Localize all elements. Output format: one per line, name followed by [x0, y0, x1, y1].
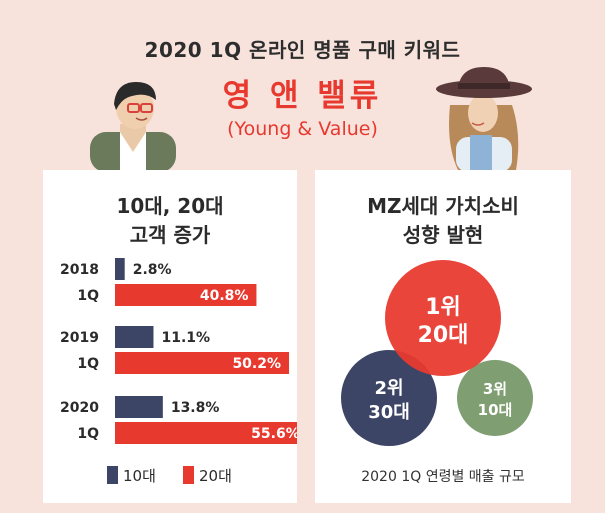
legend-label: 20대: [199, 467, 232, 485]
bubble-chart-caption: 2020 1Q 연령별 매출 규모: [361, 469, 525, 485]
bar-10s: [115, 396, 163, 418]
bubble-group-label: 10대: [478, 401, 513, 419]
bubble-group-label: 20대: [418, 323, 469, 348]
right-panel-title-line1: MZ세대 가치소비: [367, 194, 519, 218]
legend-swatch: [183, 466, 194, 484]
bubble-chart: 1위 20대 2위 30대 3위 10대: [341, 260, 533, 446]
data-label: 55.6%: [251, 426, 297, 442]
right-panel-title: MZ세대 가치소비 성향 발현: [315, 192, 571, 250]
data-label: 40.8%: [200, 288, 249, 304]
bubble-2: [341, 350, 437, 446]
data-label: 50.2%: [232, 356, 281, 372]
bar-10s: [115, 326, 154, 348]
bar-20s: [115, 352, 290, 374]
bar-20s: [115, 422, 297, 444]
bubble-1: [385, 260, 501, 376]
man-illustration: [90, 82, 176, 170]
data-label: 13.8%: [171, 400, 220, 416]
category-label: 2018: [60, 262, 99, 278]
subheadline: (Young & Value): [227, 118, 378, 140]
right-panel: MZ세대 가치소비 성향 발현 1위 20대 2위 30대 3위 10대 2020 1Q …: [315, 170, 571, 503]
data-label: 11.1%: [161, 330, 210, 346]
left-panel-title-line2: 고객 증가: [129, 223, 211, 247]
data-label: 2.8%: [133, 262, 172, 278]
category-label: 2019: [60, 330, 99, 346]
legend-swatch: [107, 466, 118, 484]
legend-label: 10대: [123, 467, 156, 485]
bar-20s: [115, 284, 257, 306]
bubble-rank-label: 2위: [374, 378, 403, 399]
bubble-3: [457, 360, 533, 436]
bar-10s: [115, 258, 125, 280]
bubble-rank-label: 1위: [425, 295, 461, 320]
category-label: 1Q: [77, 288, 99, 304]
category-label: 2020: [60, 400, 99, 416]
right-panel-title-line2: 성향 발현: [402, 223, 484, 247]
bar-chart: 2018 1Q 2.8% 40.8% 2019 1Q 11.1% 50.2% 2020 1Q 13.…: [60, 258, 297, 485]
left-panel-title: 10대, 20대 고객 증가: [43, 192, 297, 250]
woman-illustration: [436, 67, 532, 170]
category-label: 1Q: [77, 426, 99, 442]
headline: 영 앤 밸류: [222, 78, 383, 114]
left-panel: 10대, 20대 고객 증가 2018 1Q 2.8% 40.8% 2019 1Q 11.1…: [43, 170, 297, 503]
bubble-group-label: 30대: [368, 402, 410, 423]
category-label: 1Q: [77, 356, 99, 372]
chart-title: 2020 1Q 온라인 명품 구매 키워드: [144, 38, 461, 62]
bubble-rank-label: 3위: [483, 380, 507, 398]
left-panel-title-line1: 10대, 20대: [116, 194, 224, 218]
